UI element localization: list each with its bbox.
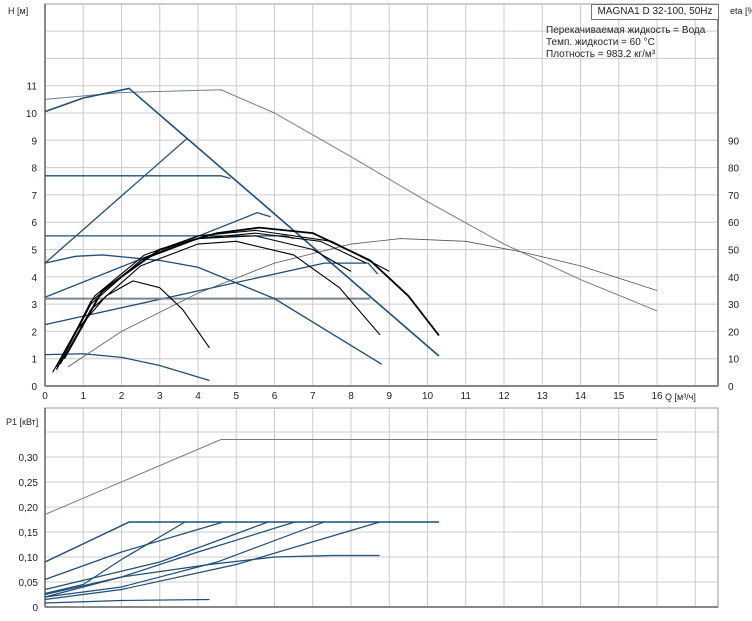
y2-tick-label: 60 <box>728 218 740 229</box>
y-tick-label: 5 <box>31 246 37 257</box>
y-tick-label: 7 <box>31 191 37 202</box>
y-tick-label: 0,10 <box>19 553 39 564</box>
y2-tick-label: 30 <box>728 300 740 311</box>
efficiency-curve <box>63 226 440 360</box>
x-tick-label: 16 <box>651 391 663 402</box>
head-curve <box>44 87 440 357</box>
density-line: Плотность = 983.2 кг/м³ <box>546 49 656 60</box>
y2-tick-label: 20 <box>728 327 740 338</box>
y-tick-label: 10 <box>26 109 38 120</box>
power-curve <box>44 521 269 591</box>
head-curve <box>44 211 271 298</box>
y-tick-label: 11 <box>27 82 38 93</box>
x-tick-label: 14 <box>575 391 587 402</box>
y2-tick-label: 40 <box>728 273 740 284</box>
temperature-line: Темп. жидкости = 60 °C <box>546 37 655 48</box>
y-tick-label: 0 <box>31 382 37 393</box>
x-tick-label: 2 <box>119 391 125 402</box>
head-curve <box>44 353 210 382</box>
y-axis-label-h: H [м] <box>8 6 28 16</box>
x-tick-label: 6 <box>272 391 278 402</box>
y-tick-label: 0,15 <box>19 528 39 539</box>
x-tick-label: 4 <box>195 391 201 402</box>
x-tick-label: 9 <box>386 391 392 402</box>
y-tick-label: 0,20 <box>19 503 39 514</box>
power-curve <box>44 554 380 598</box>
fluid-line: Перекачиваемая жидкость = Вода <box>546 25 706 36</box>
y-tick-label: 0,05 <box>19 578 39 589</box>
y-tick-label: 2 <box>31 327 37 338</box>
power-plot-curves <box>44 439 657 604</box>
y-tick-label: 0 <box>32 603 38 614</box>
power-plot-grid: 0 0,05 0,10 0,15 0,20 0,25 0,30 <box>19 407 719 614</box>
y-tick-label: 0,30 <box>19 453 39 464</box>
y2-tick-label: 80 <box>728 164 740 175</box>
power-curve <box>44 598 210 604</box>
power-curve <box>44 521 186 595</box>
head-curve <box>44 138 187 264</box>
x-tick-label: 1 <box>80 391 86 402</box>
head-plot-curves <box>44 87 658 382</box>
head-curve <box>44 262 379 326</box>
x-tick-label: 3 <box>157 391 163 402</box>
power-curve <box>44 521 439 563</box>
x-tick-label: 12 <box>498 391 510 402</box>
chart-title: MAGNA1 D 32-100, 50Hz <box>591 4 719 20</box>
y-tick-label: 1 <box>31 355 37 366</box>
x-tick-label: 0 <box>42 391 48 402</box>
fluid-info: Перекачиваемая жидкость = Вода Темп. жид… <box>546 25 705 61</box>
head-curve <box>44 254 382 365</box>
head-curve <box>44 89 658 312</box>
head-plot-grid: 0 1 2 3 4 5 6 7 8 9 10 11 12 13 14 15 160123456789101101… <box>26 3 740 402</box>
x-tick-label: 5 <box>233 391 239 402</box>
power-curve <box>44 521 380 601</box>
efficiency-curve <box>67 238 658 368</box>
power-curve <box>44 521 325 598</box>
x-tick-label: 11 <box>461 391 472 402</box>
y-tick-label: 9 <box>31 136 37 147</box>
y2-tick-label: 50 <box>728 246 740 257</box>
x-tick-label: 7 <box>310 391 316 402</box>
power-curve <box>44 521 295 596</box>
y2-tick-label: 70 <box>728 191 740 202</box>
y-tick-label: 3 <box>31 300 37 311</box>
x-tick-label: 8 <box>348 391 354 402</box>
y-tick-label: 4 <box>31 273 37 284</box>
x-tick-label: 15 <box>613 391 625 402</box>
y-tick-label: 6 <box>31 218 37 229</box>
efficiency-curve <box>59 240 381 365</box>
x-tick-label: 10 <box>422 391 434 402</box>
x-tick-label: 13 <box>537 391 549 402</box>
power-curve <box>44 521 224 581</box>
y-axis-label-p1: P1 [кВт] <box>6 417 38 427</box>
y-tick-label: 8 <box>31 164 37 175</box>
y2-tick-label: 10 <box>728 355 740 366</box>
y2-axis-label-eta: eta [%] <box>730 6 752 16</box>
y-tick-label: 0,25 <box>19 478 39 489</box>
y2-tick-label: 0 <box>728 382 734 393</box>
power-curve <box>44 439 657 515</box>
head-curve <box>45 175 231 180</box>
y2-tick-label: 90 <box>728 136 740 147</box>
x-axis-label: Q [м³/ч] <box>665 392 696 402</box>
